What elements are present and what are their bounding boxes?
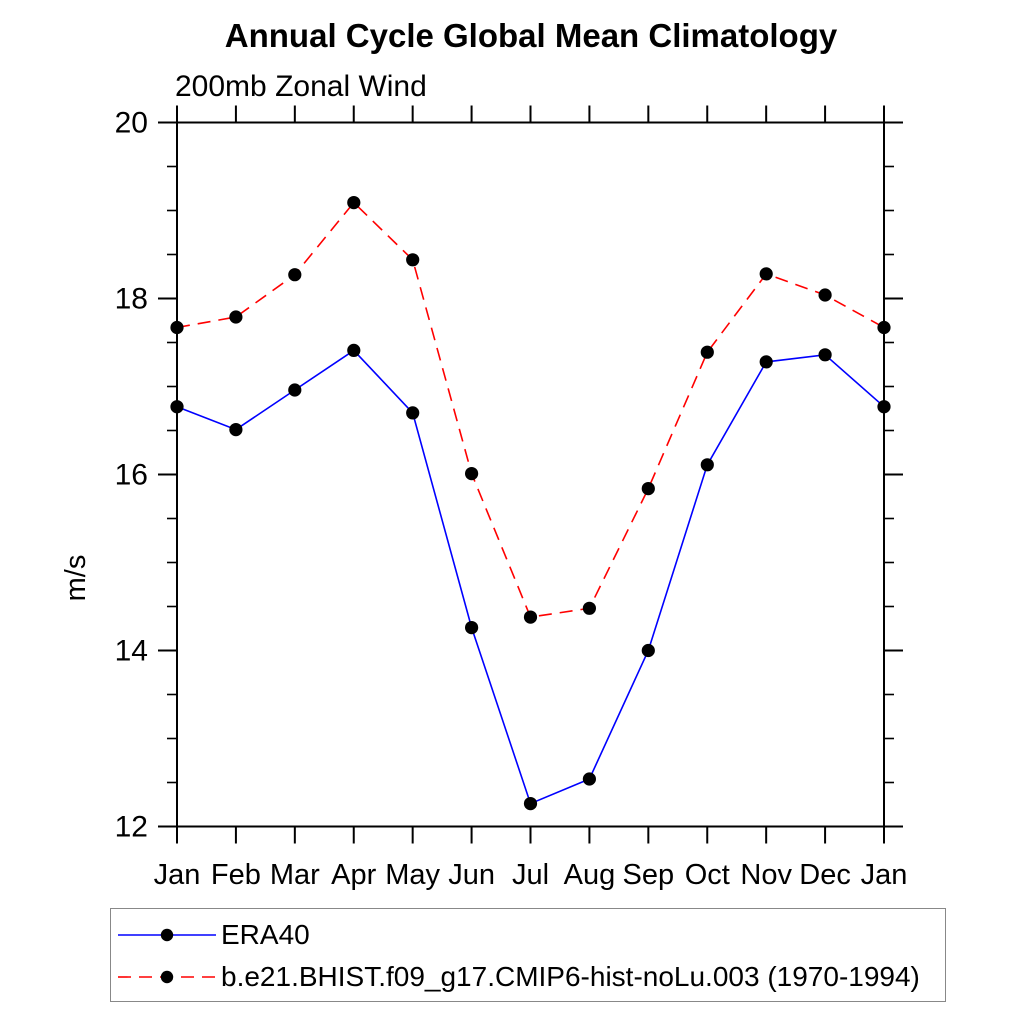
x-axis-tick-label: Jul <box>512 859 549 891</box>
series-marker-0 <box>170 400 184 414</box>
y-axis-tick-label: 14 <box>115 635 148 668</box>
series-line-0 <box>176 349 885 805</box>
y-axis-title: m/s <box>60 555 92 602</box>
x-axis-tick-label: Apr <box>331 859 376 891</box>
axis-frame <box>176 121 885 828</box>
legend-row-era40: ERA40 <box>113 914 945 956</box>
series-marker-1 <box>406 253 420 267</box>
x-axis-tick-label: Jan <box>861 859 908 891</box>
y-axis-tick-label: 20 <box>115 107 148 140</box>
series-marker-0 <box>582 772 597 786</box>
y-axis-tick-label: 16 <box>115 459 148 492</box>
x-axis-tick-label: Dec <box>799 859 851 891</box>
series-marker-0 <box>641 643 655 658</box>
x-axis-tick-label: Nov <box>740 859 792 891</box>
legend-row-model: b.e21.BHIST.f09_g17.CMIP6-hist-noLu.003 … <box>113 956 945 998</box>
series-marker-0 <box>465 621 479 635</box>
series-marker-1 <box>877 320 891 335</box>
y-axis-tick-label: 18 <box>115 283 148 316</box>
series-marker-0 <box>229 423 243 437</box>
series-marker-1 <box>641 482 655 496</box>
series-marker-0 <box>523 797 538 811</box>
chart-title: Annual Cycle Global Mean Climatology <box>224 17 838 54</box>
legend-box: ERA40 b.e21.BHIST.f09_g17.CMIP6-hist-noL… <box>110 908 946 1002</box>
series-marker-0 <box>700 458 714 472</box>
era40-line-sample <box>118 928 216 942</box>
legend-label-model: b.e21.BHIST.f09_g17.CMIP6-hist-noLu.003 … <box>221 961 920 992</box>
series-marker-0 <box>347 343 361 357</box>
series-marker-1 <box>759 267 773 281</box>
series-line-1 <box>176 201 885 618</box>
series-marker-0 <box>877 400 891 414</box>
x-axis-tick-label: Oct <box>685 859 730 891</box>
series-marker-1 <box>465 467 479 481</box>
model-line-sample <box>118 970 216 984</box>
x-axis-tick-label: Jun <box>448 859 495 891</box>
x-axis-tick-label: Jan <box>154 859 201 891</box>
series-marker-0 <box>818 348 832 362</box>
series-marker-1 <box>347 196 361 210</box>
x-axis-tick-label: May <box>385 859 440 891</box>
series-marker-1 <box>288 268 302 282</box>
series-marker-1 <box>170 320 184 335</box>
x-axis-tick-label: Aug <box>564 859 616 891</box>
series-marker-0 <box>288 383 302 397</box>
series-marker-1 <box>523 610 538 624</box>
y-axis-tick-label: 12 <box>115 811 148 844</box>
chart-subtitle: 200mb Zonal Wind <box>175 70 427 103</box>
series-marker-1 <box>700 345 714 359</box>
series-marker-1 <box>818 288 832 302</box>
series-marker-1 <box>229 310 243 324</box>
x-axis-tick-label: Mar <box>270 859 320 891</box>
x-axis-tick-label: Feb <box>211 859 261 891</box>
legend-label-era40: ERA40 <box>221 919 310 950</box>
x-axis-tick-label: Sep <box>623 859 675 891</box>
series-marker-0 <box>406 406 420 420</box>
series-marker-1 <box>582 601 597 615</box>
series-marker-0 <box>759 355 773 369</box>
